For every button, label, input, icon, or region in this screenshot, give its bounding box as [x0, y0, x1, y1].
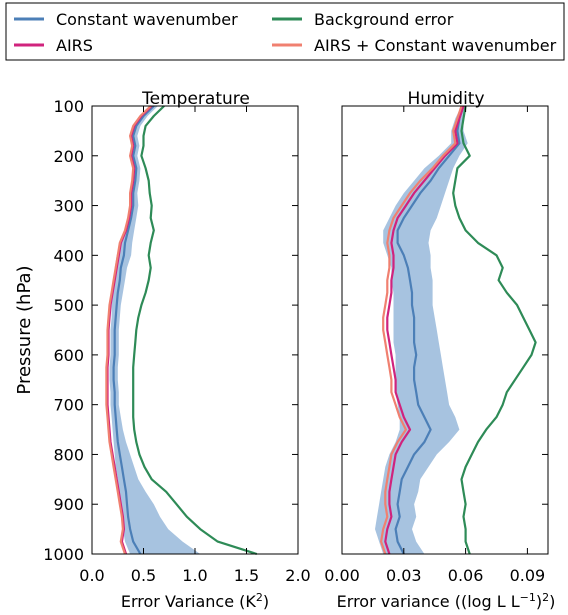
x-tick-label: 0.5 — [131, 566, 156, 585]
series-line-background — [452, 105, 537, 555]
x-tick-label: 1.0 — [182, 566, 207, 585]
x-tick-label: 2.0 — [285, 566, 310, 585]
legend-label-background: Background error — [314, 10, 454, 29]
y-tick-label: 700 — [53, 396, 84, 415]
y-tick-label: 400 — [53, 246, 84, 265]
legend: Constant wavenumber Background error AIR… — [5, 2, 565, 61]
humidity-panel: Humidity 0.00 0.03 0.06 0.09 Error variance… — [324, 89, 555, 611]
y-tick-label: 900 — [53, 495, 84, 514]
y-axis-ticks: 100 200 300 400 500 600 700 800 900 1000 — [43, 97, 548, 564]
x-tick-label: 1.5 — [234, 566, 259, 585]
legend-frame — [5, 2, 565, 61]
y-tick-label: 1000 — [43, 545, 84, 564]
temperature-plot-area — [105, 105, 258, 556]
humidity-x-ticks: 0.00 0.03 0.06 0.09 — [324, 106, 545, 585]
temperature-x-label: Error Variance (K2) — [121, 591, 269, 611]
uncertainty-band — [375, 106, 468, 554]
x-tick-label: 0.06 — [448, 566, 484, 585]
y-tick-label: 100 — [53, 97, 84, 116]
series-line-combined — [105, 105, 152, 555]
legend-label-combined: AIRS + Constant wavenumber — [314, 36, 557, 55]
humidity-x-label: Error variance ((log L L−1)2) — [337, 591, 556, 611]
y-tick-label: 500 — [53, 296, 84, 315]
temperature-title: Temperature — [141, 89, 250, 109]
humidity-plot-area — [375, 105, 537, 555]
x-tick-label: 0.00 — [324, 566, 360, 585]
y-tick-label: 800 — [53, 445, 84, 464]
legend-label-airs: AIRS — [56, 36, 93, 55]
temperature-x-ticks: 0.0 0.5 1.0 1.5 2.0 — [79, 106, 311, 585]
temperature-panel: Temperature 0.0 0.5 1.0 1.5 2.0 Error Varian… — [79, 89, 310, 611]
y-tick-label: 300 — [53, 197, 84, 216]
uncertainty-band — [109, 106, 201, 554]
y-axis-label: Pressure (hPa) — [14, 265, 35, 394]
y-tick-label: 200 — [53, 147, 84, 166]
y-tick-label: 600 — [53, 346, 84, 365]
legend-label-constant: Constant wavenumber — [56, 10, 238, 29]
series-line-constant — [112, 105, 155, 555]
x-tick-label: 0.03 — [386, 566, 422, 585]
series-line-background — [132, 105, 258, 556]
series-line-airs — [384, 105, 465, 555]
x-tick-label: 0.0 — [79, 566, 104, 585]
humidity-title: Humidity — [407, 89, 484, 109]
series-line-constant — [394, 105, 465, 555]
series-line-combined — [380, 105, 463, 555]
x-tick-label: 0.09 — [510, 566, 546, 585]
humidity-axes-frame — [341, 105, 549, 555]
